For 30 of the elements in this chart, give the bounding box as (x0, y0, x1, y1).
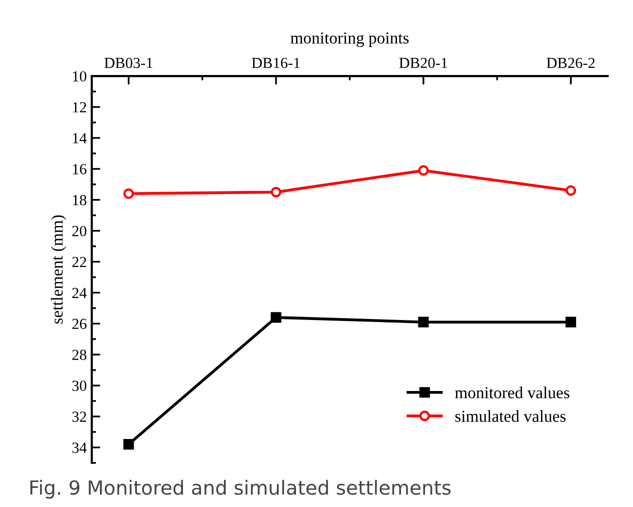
caption: Fig. 9 Monitored and simulated settlements (30, 480, 451, 499)
y-tick-label: 10 (72, 71, 86, 82)
y-tick-label: 34 (72, 442, 87, 453)
x-axis-title: monitoring points (290, 32, 409, 48)
y-tick-label: 28 (72, 350, 86, 360)
y-tick-label: 18 (72, 194, 86, 206)
y-tick-label: 26 (72, 318, 86, 330)
legend-label: simulated values (455, 410, 566, 422)
point (123, 188, 134, 199)
y-tick-label: 16 (72, 164, 86, 174)
x-tick-label: DB16-1 (252, 58, 300, 68)
point (418, 165, 429, 176)
y-tick-label: 32 (72, 412, 86, 422)
point (270, 186, 282, 198)
y-tick-label: 22 (72, 256, 86, 268)
y-tick-label: 30 (72, 380, 86, 391)
y-axis-title: settlement (mm) (50, 215, 66, 324)
y-tick-label: 24 (72, 288, 87, 298)
point (566, 316, 576, 328)
point (418, 316, 429, 328)
x-tick-label: DB20-1 (399, 58, 448, 68)
y-tick-label: 14 (72, 133, 87, 144)
y-tick-label: 20 (72, 226, 86, 236)
point (123, 439, 134, 450)
x-tick-label: DB26-2 (546, 58, 595, 68)
x-tick-label: DB03-1 (104, 58, 152, 68)
point (270, 312, 282, 323)
y-tick-label: 12 (72, 102, 86, 112)
point (566, 185, 576, 196)
legend-label: monitored values (455, 386, 570, 398)
